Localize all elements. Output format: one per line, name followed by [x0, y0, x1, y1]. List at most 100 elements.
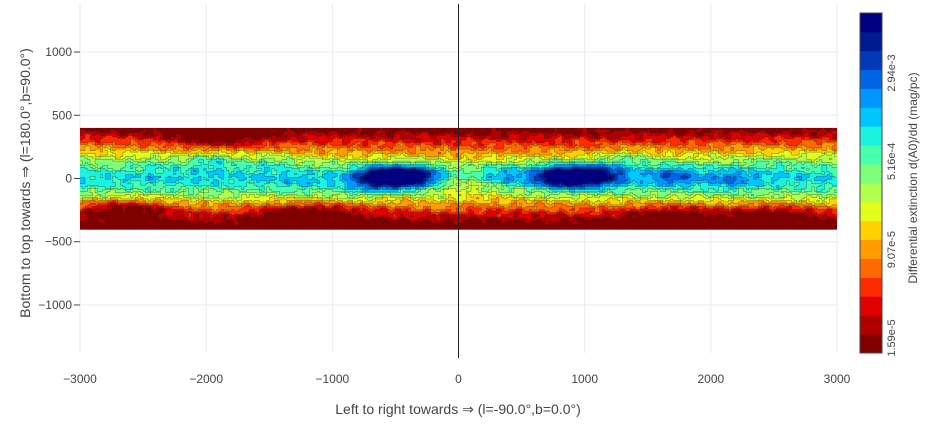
heat-cell	[718, 182, 722, 185]
heat-cell	[789, 150, 800, 153]
heat-cell	[471, 141, 477, 144]
heat-cell	[723, 177, 737, 180]
heat-cell	[741, 173, 747, 176]
heat-cell	[183, 147, 187, 150]
heat-cell	[352, 191, 356, 194]
heat-cell	[249, 180, 255, 183]
heat-cell	[652, 188, 664, 191]
heat-cell	[678, 158, 687, 161]
heat-cell	[738, 174, 750, 177]
heat-cell	[127, 132, 144, 135]
heat-cell	[244, 188, 260, 191]
heat-cell	[622, 171, 626, 174]
heat-cell	[299, 185, 303, 188]
heat-cell	[655, 149, 659, 152]
heat-cell	[122, 188, 127, 191]
heat-cell	[405, 144, 414, 147]
heat-cell	[572, 191, 576, 194]
heat-cell	[438, 141, 442, 144]
heat-cell	[584, 150, 593, 153]
heat-cell	[569, 156, 576, 159]
heat-cell	[753, 153, 765, 156]
heat-cell	[814, 136, 818, 140]
heat-cell	[627, 171, 646, 174]
heat-cell	[365, 165, 371, 168]
heat-cell	[203, 147, 210, 150]
heat-cell	[789, 144, 798, 147]
heat-cell	[784, 156, 800, 159]
heat-cell	[375, 183, 384, 186]
heat-cell	[238, 149, 245, 152]
heat-cell	[501, 164, 510, 167]
heat-cell	[244, 176, 250, 179]
heat-cell	[503, 156, 513, 159]
heat-cell	[637, 165, 646, 168]
heat-cell	[302, 133, 316, 137]
heat-cell	[206, 156, 210, 159]
heat-cell	[193, 186, 197, 189]
heat-cell	[163, 132, 283, 135]
heat-cell	[203, 168, 207, 171]
heat-cell	[746, 177, 755, 180]
heat-cell	[415, 136, 432, 140]
heat-cell	[476, 177, 482, 180]
heat-cell	[561, 141, 566, 144]
heat-cell	[549, 159, 555, 162]
heat-cell	[594, 129, 611, 132]
heat-cell	[710, 150, 714, 153]
heat-cell	[715, 174, 725, 177]
heat-cell	[473, 179, 480, 182]
heat-cell	[599, 138, 608, 141]
heat-cell	[801, 176, 810, 179]
heat-cell	[587, 192, 598, 195]
heat-cell	[503, 143, 508, 146]
heat-cell	[445, 133, 452, 137]
heat-cell	[614, 143, 619, 146]
heat-cell	[650, 170, 661, 173]
heat-cell	[279, 164, 285, 167]
heat-cell	[741, 143, 745, 146]
heat-cell	[80, 141, 89, 144]
heat-cell	[675, 152, 682, 155]
heat-cell	[660, 152, 667, 155]
heat-cell	[120, 133, 127, 137]
heat-cell	[493, 183, 497, 186]
heat-cell	[725, 182, 730, 185]
heat-cell	[733, 156, 765, 159]
heat-cell	[183, 149, 190, 152]
heat-cell	[493, 150, 505, 153]
heat-cell	[549, 141, 555, 144]
heat-cell	[90, 191, 96, 194]
heat-cell	[683, 135, 697, 138]
heat-cell	[450, 149, 457, 152]
heat-cell	[710, 182, 717, 185]
heat-cell	[357, 147, 381, 150]
heat-cell	[826, 182, 831, 185]
heat-cell	[410, 141, 414, 144]
heat-cell	[814, 177, 833, 180]
heat-cell	[748, 188, 760, 191]
heat-cell	[801, 147, 813, 150]
heat-cell	[609, 146, 621, 149]
heat-cell	[208, 186, 220, 189]
heat-cell	[667, 146, 712, 149]
heat-cell	[185, 141, 192, 144]
heat-cell	[433, 182, 437, 185]
heat-cell	[645, 165, 649, 168]
heat-cell	[244, 173, 248, 176]
heat-cell	[90, 186, 96, 189]
heat-cell	[350, 173, 354, 176]
heat-cell	[794, 168, 798, 171]
heat-cell	[486, 162, 492, 165]
heat-cell	[221, 168, 227, 171]
heat-cell	[112, 176, 116, 179]
heat-cell	[544, 170, 550, 173]
heat-cell	[150, 180, 157, 183]
heat-cell	[496, 191, 500, 194]
heat-cell	[478, 179, 485, 182]
heat-cell	[352, 149, 356, 152]
heat-cell	[599, 186, 606, 189]
heat-cell	[165, 189, 172, 192]
heat-cell	[609, 167, 619, 170]
heat-cell	[302, 174, 308, 177]
